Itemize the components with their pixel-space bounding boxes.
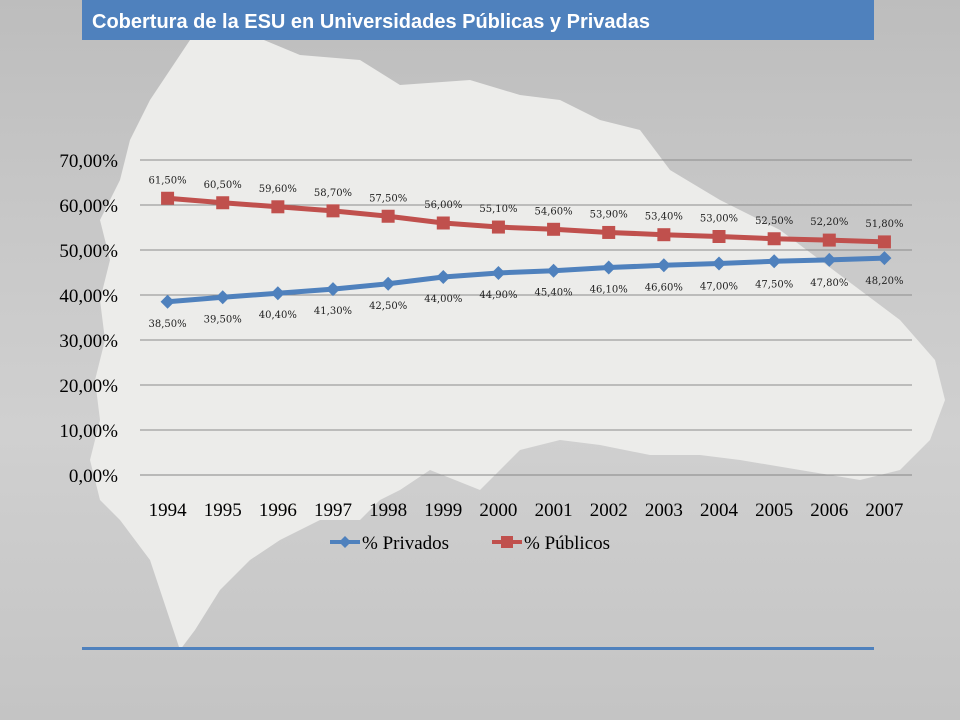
- data-label: 47,80%: [810, 278, 848, 289]
- data-point: [767, 254, 782, 269]
- data-point: [822, 252, 837, 267]
- data-point: [436, 216, 450, 230]
- data-label: 41,30%: [314, 306, 352, 317]
- x-tick-label: 2004: [700, 500, 739, 521]
- legend-marker: [339, 536, 351, 548]
- data-label: 56,00%: [424, 200, 462, 211]
- data-label: 59,60%: [259, 184, 297, 195]
- data-label: 55,10%: [479, 204, 517, 215]
- bottom-divider: [82, 647, 874, 650]
- x-tick-label: 1999: [424, 500, 462, 521]
- y-tick-label: 50,00%: [59, 241, 118, 262]
- data-label: 61,50%: [149, 175, 187, 186]
- data-point: [491, 265, 506, 280]
- data-point: [381, 209, 395, 223]
- legend-item-privados: % Privados: [330, 533, 449, 554]
- data-point: [271, 200, 285, 214]
- data-label: 42,50%: [369, 301, 407, 312]
- data-label: 52,20%: [810, 217, 848, 228]
- data-label: 46,10%: [590, 285, 628, 296]
- data-label: 60,50%: [204, 180, 242, 191]
- x-tick-label: 2001: [535, 500, 573, 521]
- data-point: [602, 225, 616, 239]
- data-label: 44,00%: [424, 294, 462, 305]
- y-tick-label: 0,00%: [69, 466, 118, 487]
- x-tick-label: 2000: [479, 500, 517, 521]
- y-tick-label: 30,00%: [59, 331, 118, 352]
- x-tick-label: 1996: [259, 500, 297, 521]
- data-label: 39,50%: [204, 314, 242, 325]
- x-tick-label: 1998: [369, 500, 407, 521]
- chart-series: 38,50% 39,50% 40,40% 41,30% 42,50% 44,00% 44,9…: [149, 175, 904, 330]
- data-label: 38,50%: [149, 319, 187, 330]
- y-tick-label: 20,00%: [59, 376, 118, 397]
- x-tick-label: 2005: [755, 500, 793, 521]
- data-point: [767, 232, 781, 246]
- data-point: [326, 204, 340, 218]
- data-label: 53,40%: [645, 212, 683, 223]
- data-point: [877, 235, 891, 249]
- data-point: [381, 276, 396, 291]
- y-tick-label: 70,00%: [59, 151, 118, 172]
- data-point: [491, 220, 505, 234]
- data-point: [436, 270, 451, 284]
- y-tick-label: 60,00%: [59, 196, 118, 217]
- y-axis-ticks: 0,00% 10,00% 20,00% 30,00% 40,00% 50,00% 60,00…: [59, 151, 118, 487]
- x-axis-ticks: 1994 1995 1996 1997 1998 1999 2000 2001 2002 2003…: [149, 500, 904, 521]
- data-point: [601, 260, 616, 275]
- data-label: 46,60%: [645, 282, 683, 293]
- data-label: 53,90%: [590, 209, 628, 220]
- data-point: [877, 251, 892, 266]
- series-line: [167, 255, 885, 305]
- legend-item-publicos: % Públicos: [492, 533, 610, 554]
- data-point: [546, 263, 561, 278]
- data-point: [216, 196, 230, 210]
- data-point: [657, 228, 671, 242]
- x-tick-label: 2007: [865, 500, 903, 521]
- x-tick-label: 1995: [204, 500, 242, 521]
- data-label: 51,80%: [865, 219, 903, 230]
- data-point: [547, 222, 561, 236]
- data-label: 52,50%: [755, 216, 793, 227]
- y-tick-label: 40,00%: [59, 286, 118, 307]
- legend-marker: [501, 536, 513, 548]
- data-point: [160, 294, 175, 309]
- series-privados: 38,50% 39,50% 40,40% 41,30% 42,50% 44,00% 44,9…: [149, 251, 903, 330]
- data-label: 54,60%: [535, 206, 573, 217]
- data-label: 58,70%: [314, 188, 352, 199]
- series-line: [167, 195, 885, 245]
- data-label: 47,50%: [755, 279, 793, 290]
- x-tick-label: 2002: [590, 500, 628, 521]
- x-tick-label: 1994: [149, 500, 188, 521]
- data-point: [270, 286, 285, 301]
- chart-legend: % Privados % Públicos: [330, 533, 610, 554]
- y-tick-label: 10,00%: [59, 421, 118, 442]
- data-point: [326, 282, 340, 297]
- data-label: 48,20%: [865, 276, 903, 287]
- data-point: [215, 290, 230, 305]
- x-tick-label: 2003: [645, 500, 683, 521]
- data-label: 44,90%: [479, 290, 517, 301]
- data-point: [712, 256, 726, 271]
- data-label: 45,40%: [535, 288, 573, 299]
- legend-label: % Públicos: [524, 533, 610, 554]
- data-label: 57,50%: [369, 193, 407, 204]
- x-tick-label: 1997: [314, 500, 352, 521]
- series-publicos: 61,50% 60,50% 59,60% 58,70% 57,50% 56,00% 55,1…: [149, 175, 903, 249]
- slide-title: Cobertura de la ESU en Universidades Púb…: [82, 0, 874, 40]
- data-label: 53,00%: [700, 214, 738, 225]
- data-point: [712, 230, 726, 243]
- data-point: [822, 233, 836, 247]
- data-point: [161, 191, 175, 205]
- data-label: 40,40%: [259, 310, 297, 321]
- data-label: 47,00%: [700, 282, 738, 293]
- data-point: [656, 258, 671, 273]
- x-tick-label: 2006: [810, 500, 848, 521]
- legend-label: % Privados: [362, 533, 449, 554]
